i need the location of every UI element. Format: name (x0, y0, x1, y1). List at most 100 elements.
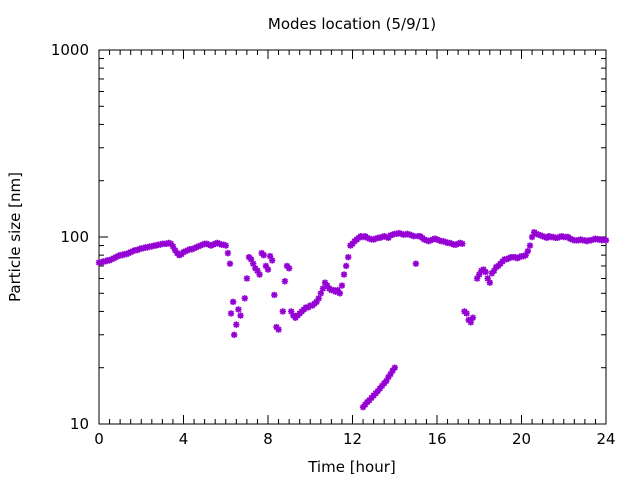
data-point (313, 298, 320, 306)
data-point (315, 295, 322, 302)
y-tick-label: 1000 (51, 41, 89, 59)
x-tick-label: 0 (94, 430, 104, 448)
data-point (427, 237, 434, 244)
data-point (266, 252, 274, 260)
data-point (227, 310, 235, 317)
data-point (457, 239, 464, 247)
data-point (370, 236, 377, 243)
data-point (539, 232, 546, 240)
data-point (425, 237, 432, 245)
data-point (452, 241, 460, 248)
data-point (197, 242, 204, 249)
data-point (250, 260, 257, 267)
data-point (342, 262, 350, 270)
data-point (359, 233, 367, 241)
data-point (129, 247, 136, 255)
data-point (207, 242, 215, 249)
data-point (581, 237, 589, 244)
data-point (222, 242, 229, 249)
data-point (380, 232, 388, 240)
data-point (364, 234, 371, 242)
data-point (233, 321, 240, 328)
data-point (235, 306, 242, 313)
data-point (182, 247, 189, 255)
data-point (211, 240, 219, 247)
data-point (345, 253, 352, 261)
data-point (271, 291, 278, 299)
data-point (279, 308, 286, 315)
data-point (275, 326, 282, 333)
data-point (440, 237, 447, 245)
data-point (192, 244, 200, 251)
data-point (190, 245, 198, 252)
data-point (459, 240, 466, 247)
data-point (152, 242, 160, 249)
data-point (412, 260, 420, 267)
data-point (281, 278, 289, 285)
data-point (569, 236, 576, 243)
chart-title: Modes location (5/9/1) (268, 15, 436, 33)
data-point (524, 247, 532, 255)
data-point (317, 290, 325, 297)
data-point (421, 236, 428, 243)
x-tick-label: 12 (343, 430, 362, 448)
data-point (486, 279, 494, 286)
data-point (254, 267, 261, 274)
data-point (144, 244, 151, 251)
data-point (558, 232, 565, 240)
x-tick-label: 4 (179, 430, 189, 448)
data-point (220, 241, 227, 248)
data-point (256, 271, 263, 278)
data-point (184, 246, 191, 254)
data-point (463, 310, 470, 317)
data-point (157, 241, 164, 248)
x-axis-label: Time [hour] (307, 458, 396, 476)
data-point (454, 240, 462, 247)
data-point (321, 279, 329, 286)
data-point (378, 233, 386, 241)
data-point (583, 237, 591, 245)
data-point (231, 331, 238, 338)
data-point (554, 234, 561, 242)
data-point (590, 236, 597, 243)
data-point (526, 242, 534, 249)
data-point (592, 235, 599, 242)
data-point (262, 262, 270, 270)
data-point (229, 298, 237, 306)
data-point (566, 235, 574, 242)
data-point (216, 240, 223, 247)
data-point (237, 312, 244, 319)
y-axis-label: Particle size [nm] (6, 172, 24, 302)
data-point (319, 285, 327, 292)
data-point (596, 236, 603, 243)
data-point (410, 232, 417, 240)
data-point (323, 282, 331, 289)
data-point (209, 241, 217, 248)
x-tick-label: 24 (596, 430, 615, 448)
data-point (165, 239, 172, 247)
data-point (423, 237, 430, 244)
data-point (357, 232, 365, 240)
data-point (602, 237, 610, 244)
data-point (135, 246, 143, 253)
data-point (264, 266, 272, 273)
data-point (435, 237, 443, 244)
data-point (133, 246, 141, 254)
data-point (171, 246, 179, 254)
data-point (148, 243, 156, 250)
data-point (385, 373, 392, 381)
data-point (600, 236, 608, 243)
data-point (383, 233, 390, 241)
data-point (389, 367, 396, 374)
data-point (169, 243, 177, 250)
data-point (214, 239, 221, 247)
data-point (577, 236, 584, 243)
data-point (188, 246, 196, 253)
data-point (446, 239, 453, 247)
data-point (588, 237, 595, 244)
data-point (285, 265, 293, 272)
x-tick-label: 16 (427, 430, 446, 448)
data-point (556, 233, 563, 241)
data-point (163, 240, 170, 247)
data-point (241, 295, 248, 302)
